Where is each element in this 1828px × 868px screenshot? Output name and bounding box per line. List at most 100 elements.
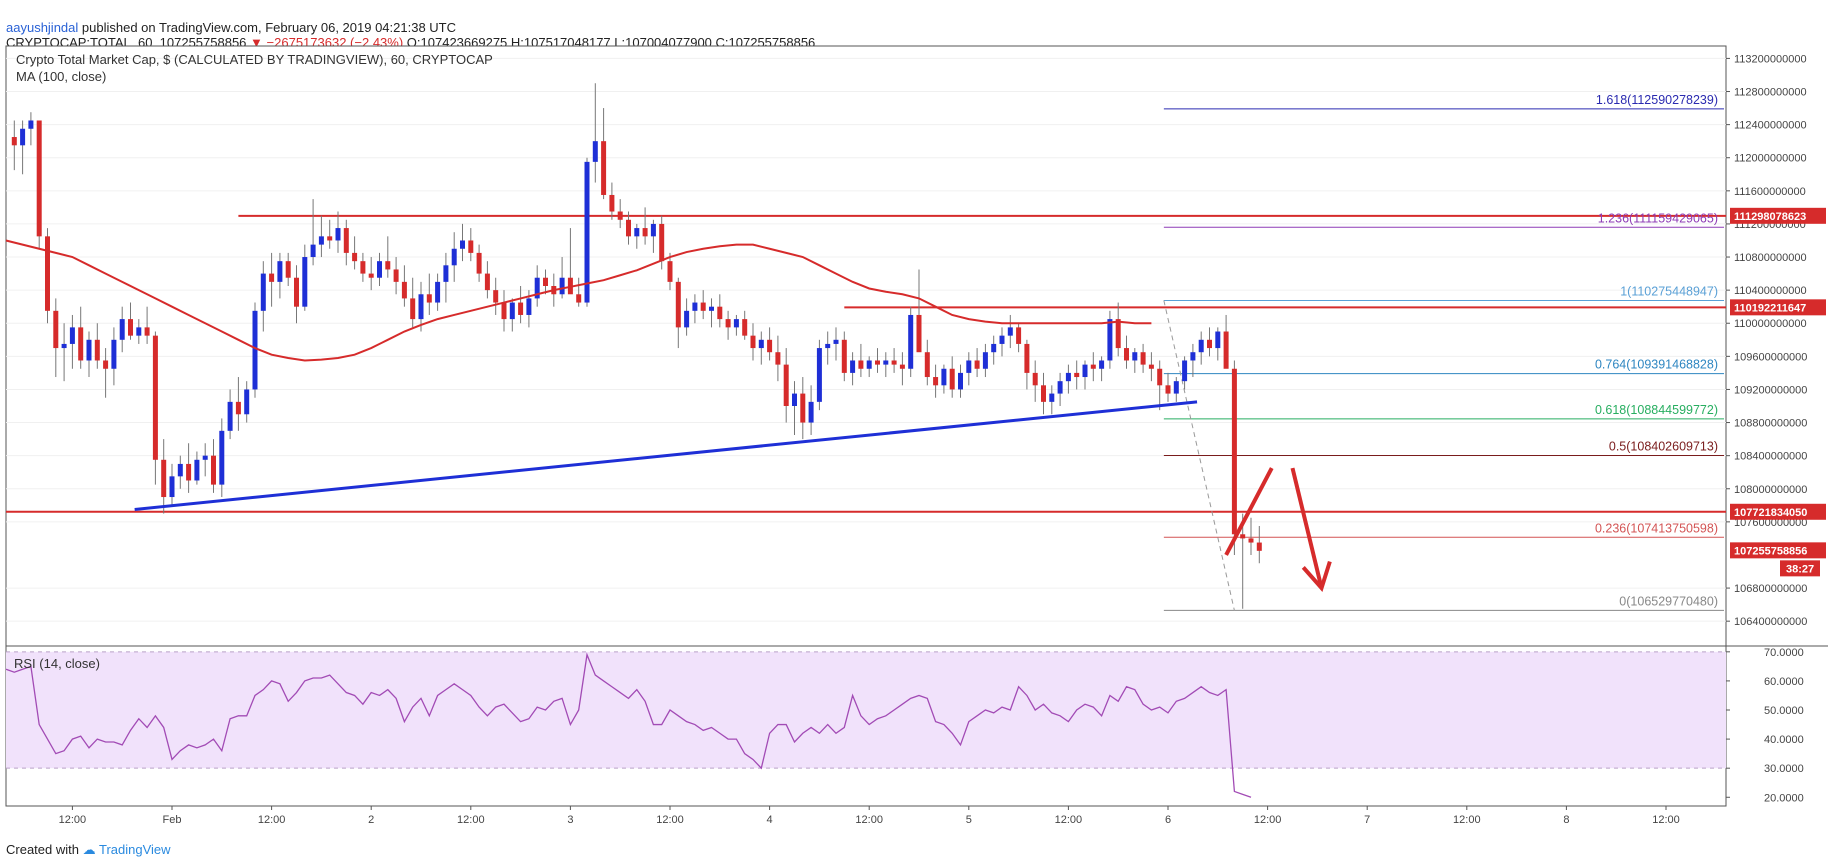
price-tick-label: 108000000000	[1734, 484, 1807, 496]
candle-body	[1215, 331, 1221, 349]
candle-body	[626, 219, 631, 237]
candle-body	[725, 319, 731, 328]
candle-body	[559, 277, 565, 295]
candle-body	[816, 348, 822, 402]
candle-body	[1099, 360, 1105, 369]
candle-body	[219, 430, 225, 485]
candle-body	[435, 281, 441, 303]
candle-body	[991, 343, 997, 353]
fib-level-label: 1.618(112590278239)	[1596, 93, 1718, 107]
rsi-band	[6, 651, 1726, 769]
ma-legend: MA (100, close)	[16, 69, 106, 84]
candle-body	[1065, 372, 1071, 382]
candle-body	[1124, 348, 1129, 361]
candle-body	[758, 339, 764, 349]
candle-body	[1223, 331, 1229, 369]
candle-body	[526, 298, 532, 315]
candle-body	[601, 141, 607, 195]
candle-body	[1140, 352, 1146, 365]
price-badge-label: 111298078623	[1734, 211, 1806, 223]
candle-body	[825, 343, 831, 349]
candle-body	[1057, 381, 1063, 394]
candle-body	[1074, 372, 1080, 378]
candle-body	[866, 360, 872, 369]
candle-body	[941, 368, 947, 386]
candle-body	[20, 128, 26, 146]
time-tick-label: 8	[1563, 814, 1569, 826]
rsi-tick-label: 30.0000	[1764, 763, 1804, 775]
rsi-tick-label: 20.0000	[1764, 792, 1804, 804]
price-badge-label: 107721834050	[1734, 507, 1807, 519]
candle-body	[883, 360, 889, 365]
candle-body	[750, 335, 756, 349]
fibonacci-retracement[interactable]: 1.618(112590278239) 1.236(111159429065) 1(…	[1163, 93, 1724, 611]
candle-body	[841, 339, 847, 373]
candle-body	[833, 339, 839, 344]
fib-level-label: 0.236(107413750598)	[1595, 521, 1718, 535]
candle-body	[418, 294, 424, 320]
candle-body	[451, 248, 457, 266]
rsi-polyline	[5, 652, 1252, 798]
candle-body	[368, 273, 374, 278]
candle-body	[659, 223, 665, 262]
candle-body	[1231, 368, 1237, 535]
candle-body	[119, 319, 125, 340]
moving-average	[5, 239, 1152, 362]
tradingview-link[interactable]: TradingView	[99, 842, 171, 857]
up-arrow-icon	[1224, 467, 1274, 556]
rsi-tick-label: 40.0000	[1764, 734, 1804, 746]
candle-body	[152, 335, 158, 460]
time-tick-label: 2	[368, 814, 374, 826]
candle-body	[1248, 538, 1254, 543]
price-tick-label: 106800000000	[1734, 583, 1807, 595]
candle-body	[1082, 364, 1088, 378]
candle-body	[1024, 343, 1030, 373]
candle-body	[974, 360, 980, 369]
candle-body	[78, 327, 84, 361]
candle-body	[94, 339, 100, 361]
time-tick-label: 12:00	[1652, 814, 1680, 826]
price-tick-label: 110800000000	[1734, 252, 1807, 264]
candle-body	[103, 360, 109, 369]
price-tick-label: 110000000000	[1734, 318, 1807, 330]
candle-body	[775, 352, 781, 365]
candle-body	[61, 343, 67, 349]
trendline[interactable]	[134, 400, 1198, 511]
candle-body	[294, 277, 299, 307]
candle-body	[177, 463, 183, 477]
forecast-arrows[interactable]	[1224, 467, 1332, 593]
candle-body	[1182, 360, 1188, 382]
candle-body	[783, 364, 789, 406]
candle-body	[609, 194, 615, 212]
price-tick-label: 112800000000	[1734, 87, 1807, 99]
candle-body	[891, 360, 897, 365]
publish-info: published on TradingView.com, February 0…	[81, 20, 457, 35]
candle-body	[1107, 319, 1113, 361]
candle-body	[252, 310, 258, 390]
time-tick-label: Feb	[163, 814, 182, 826]
rsi-tick-label: 50.0000	[1764, 705, 1804, 717]
candle-body	[393, 269, 399, 282]
candle-body	[916, 314, 922, 353]
candle-body	[700, 302, 706, 311]
candle-body	[733, 319, 739, 328]
ascending-trendline	[134, 400, 1198, 511]
tradingview-logo-icon[interactable]: ☁	[82, 842, 96, 857]
candle-body	[260, 273, 266, 311]
candle-body	[642, 228, 648, 237]
candle-body	[443, 265, 449, 282]
candle-body	[111, 339, 117, 369]
candle-body	[468, 240, 474, 253]
time-tick-label: 3	[567, 814, 573, 826]
candle-body	[534, 277, 540, 299]
candle-body	[426, 294, 432, 303]
price-tick-label: 111600000000	[1734, 186, 1806, 198]
author-name[interactable]: aayushjindal	[6, 20, 79, 35]
candle-body	[1007, 327, 1013, 336]
candle-body	[767, 339, 773, 353]
candle-body	[899, 364, 905, 369]
candle-body	[1240, 534, 1246, 539]
fib-level-label: 0.618(108844599772)	[1595, 403, 1718, 417]
candle-body	[385, 261, 391, 270]
